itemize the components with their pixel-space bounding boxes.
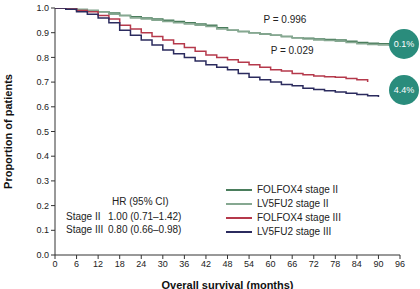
html-text:Stage III: Stage III [66,224,104,235]
svg-text:0.7: 0.7 [36,77,49,87]
svg-text:0.0: 0.0 [36,250,49,260]
svg-text:66: 66 [287,259,297,269]
svg-text:0.8: 0.8 [36,53,49,63]
svg-text:0.3: 0.3 [36,176,49,186]
svg-text:0: 0 [52,259,57,269]
svg-text:Proportion of patients: Proportion of patients [8,74,14,189]
html-text:0.80 (0.66–0.98): 0.80 (0.66–0.98) [108,224,182,235]
svg-text:0.2: 0.2 [36,201,49,211]
svg-text:6: 6 [74,259,79,269]
svg-text:54: 54 [244,259,254,269]
svg-text:12: 12 [93,259,103,269]
html-text:FOLFOX4 stage II: FOLFOX4 stage II [257,184,339,195]
html-text:0.1%: 0.1% [393,38,415,49]
svg-text:78: 78 [330,259,340,269]
svg-text:84: 84 [352,259,362,269]
html-text:LV5FU2 stage III: LV5FU2 stage III [257,226,332,237]
svg-text:0.5: 0.5 [36,127,49,137]
html-text:HR (95% CI): HR (95% CI) [112,196,169,207]
svg-text:90: 90 [373,259,383,269]
svg-text:Overall survival (months): Overall survival (months) [161,279,293,289]
svg-text:60: 60 [266,259,276,269]
html-text:P = 0.996: P = 0.996 [263,14,307,26]
svg-text:0.4: 0.4 [36,151,49,161]
html-text:1.00 (0.71–1.42): 1.00 (0.71–1.42) [108,211,182,222]
svg-text:0.9: 0.9 [36,28,49,38]
html-text:LV5FU2 stage II: LV5FU2 stage II [257,198,329,209]
svg-text:18: 18 [115,259,125,269]
svg-text:30: 30 [158,259,168,269]
svg-text:36: 36 [179,259,189,269]
svg-text:42: 42 [201,259,211,269]
svg-text:24: 24 [136,259,146,269]
svg-text:0.6: 0.6 [36,102,49,112]
html-text:FOLFOX4 stage III: FOLFOX4 stage III [257,212,341,223]
svg-text:72: 72 [309,259,319,269]
svg-text:96: 96 [395,259,405,269]
svg-text:48: 48 [222,259,232,269]
svg-text:1.0: 1.0 [36,3,49,13]
html-text:P = 0.029: P = 0.029 [270,44,314,56]
svg-text:0.1: 0.1 [36,225,49,235]
html-text:Stage II: Stage II [66,211,101,222]
html-text:4.4%: 4.4% [393,84,415,95]
